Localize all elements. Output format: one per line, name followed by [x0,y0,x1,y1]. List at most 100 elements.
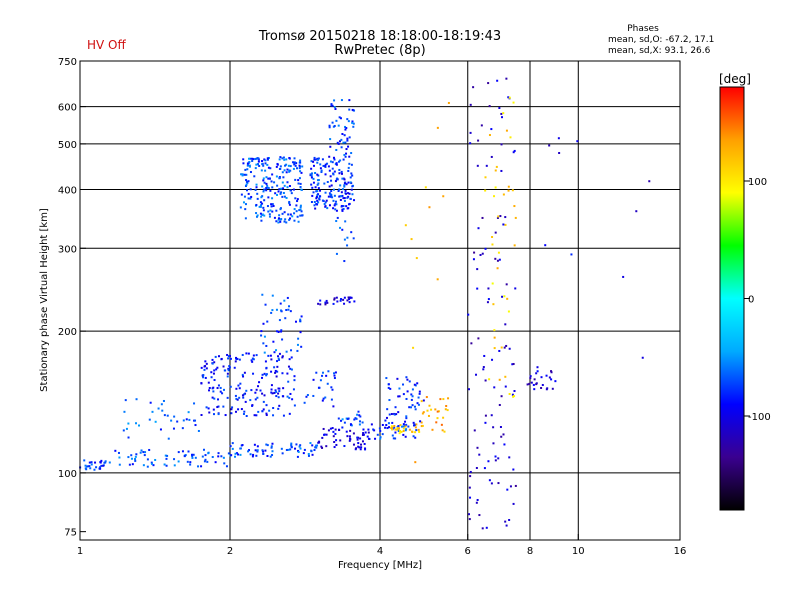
data-point [490,482,493,485]
data-point [384,419,387,422]
data-point [257,163,260,166]
data-point [263,351,266,354]
data-point [288,218,291,221]
data-point [237,453,240,456]
data-point [331,167,334,170]
data-point [270,205,273,208]
data-point [246,189,249,192]
x-tick-label: 4 [377,546,383,557]
data-point [319,379,322,382]
data-point [273,351,276,354]
data-point [318,195,321,198]
data-point [358,420,361,423]
data-point [271,442,274,445]
data-point [333,124,336,127]
data-point [275,375,278,378]
data-point [436,278,439,281]
data-point [418,392,421,395]
data-point [144,451,147,454]
data-point [509,136,512,139]
data-point [341,177,344,180]
data-point [245,179,248,182]
data-point [431,428,434,431]
data-point [222,388,225,391]
data-point [248,164,251,167]
data-point [194,419,197,422]
data-point [139,451,142,454]
data-point [550,378,553,381]
phase-mean-o: mean, sd,O: -67.2, 17.1 [608,35,714,45]
data-point [270,180,273,183]
data-point [251,159,254,162]
data-point [293,219,296,222]
data-point [299,206,302,209]
data-point [278,319,281,322]
data-point [262,164,265,167]
data-point [348,108,351,111]
data-point [130,454,133,457]
data-point [320,169,323,172]
data-point [299,186,302,189]
data-point [447,397,450,400]
data-point [247,180,250,183]
data-point [284,218,287,221]
data-point [475,466,478,469]
data-point [349,423,352,426]
data-point [323,433,326,436]
data-point [317,201,320,204]
data-point [299,170,302,173]
data-point [289,392,292,395]
data-point [428,206,431,209]
data-point [261,376,264,379]
data-point [165,457,168,460]
data-point [296,215,299,218]
data-point [281,181,284,184]
data-point [108,461,111,464]
data-point [338,116,341,119]
data-point [142,451,145,454]
data-point [164,454,167,457]
data-point [411,404,414,407]
data-point [282,176,285,179]
data-point [280,309,283,312]
data-point [351,120,354,123]
data-point [208,411,211,414]
data-point [340,191,343,194]
data-point [311,453,314,456]
data-point [224,369,227,372]
data-point [273,366,276,369]
data-point [393,426,396,429]
data-point [134,458,137,461]
data-point [217,398,220,401]
data-point [260,219,263,222]
data-point [227,355,230,358]
data-point [99,467,102,470]
data-point [378,427,381,430]
data-point [351,185,354,188]
data-point [333,170,336,173]
data-point [558,152,561,155]
data-point [277,357,280,360]
data-point [228,354,231,357]
data-point [227,367,230,370]
data-point [280,191,283,194]
data-point [496,79,499,82]
data-point [204,376,207,379]
data-point [415,257,418,260]
data-point [227,369,230,372]
data-point [488,105,491,108]
data-point [134,459,137,462]
data-point [217,455,220,458]
data-point [413,405,416,408]
data-point [267,196,270,199]
data-point [202,374,205,377]
data-point [312,378,315,381]
data-point [322,427,325,430]
data-point [494,257,497,260]
data-point [283,184,286,187]
data-point [347,120,350,123]
data-point [469,496,472,499]
data-point [303,448,306,451]
data-point [234,394,237,397]
